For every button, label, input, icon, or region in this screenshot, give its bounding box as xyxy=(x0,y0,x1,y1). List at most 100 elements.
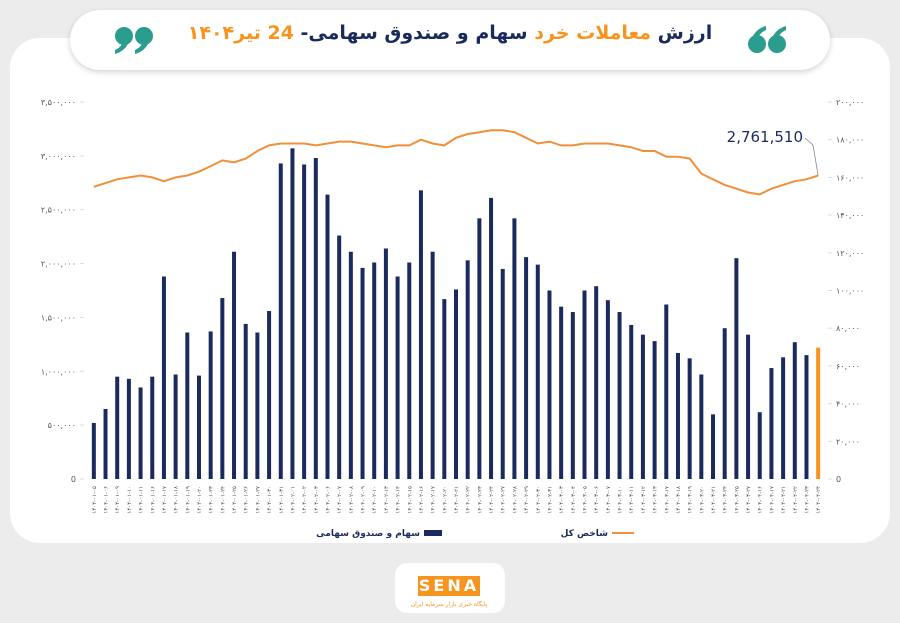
x-tick-label: ۱۴۰۴-۰۳-۲۰ xyxy=(699,486,705,514)
x-tick-label: ۱۴۰۴-۰۳-۲۱ xyxy=(711,486,717,514)
x-tick-label: ۱۴۰۴-۰۳-۱۰ xyxy=(618,486,624,514)
x-tick-label: ۱۴۰۴-۰۳-۰۵ xyxy=(583,486,589,514)
y-tick-label: ۵۰۰,۰۰۰ xyxy=(48,421,76,430)
bar xyxy=(360,267,365,479)
x-tick-label: ۱۴۰۴-۰۲-۰۲ xyxy=(302,486,308,514)
x-tick-label: ۱۴۰۴-۰۱-۱۹ xyxy=(185,486,191,514)
x-tick-label: ۱۴۰۴-۰۱-۰۵ xyxy=(92,486,98,514)
bar xyxy=(208,331,213,479)
bar xyxy=(383,248,388,479)
x-tick-label: ۱۴۰۴-۰۱-۱۷ xyxy=(162,486,168,514)
x-tick-label: ۱۴۰۴-۰۲-۱۰ xyxy=(372,486,378,514)
x-tick-label: ۱۴۰۴-۰۲-۰۹ xyxy=(361,486,367,514)
bar xyxy=(500,268,505,479)
bar xyxy=(734,258,739,479)
x-tick-label: ۱۴۰۴-۰۴-۲۲ xyxy=(793,486,799,514)
x-tick-label: ۱۴۰۴-۰۲-۱۶ xyxy=(419,486,425,514)
bar xyxy=(138,387,143,479)
y2-tick-label: ۶۰,۰۰۰ xyxy=(836,362,860,371)
legend-label: شاخص کل xyxy=(561,529,609,539)
x-tick-label: ۱۴۰۴-۰۲-۲۱ xyxy=(454,486,460,514)
x-tick-label: ۱۴۰۴-۰۲-۱۴ xyxy=(396,486,402,514)
x-tick-label: ۱۴۰۴-۰۱-۱۰ xyxy=(127,486,133,514)
card xyxy=(10,38,890,543)
x-tick-label: ۱۴۰۴-۰۲-۲۷ xyxy=(501,486,507,514)
bar xyxy=(570,312,575,479)
x-tick-label: ۱۴۰۴-۰۲-۰۶ xyxy=(325,486,331,514)
legend-label: سهام و صندوق سهامی xyxy=(316,529,420,539)
bar xyxy=(220,298,225,479)
bar xyxy=(395,276,400,479)
y2-tick-label: ۱۶۰,۰۰۰ xyxy=(836,173,864,182)
x-tick-label: ۱۴۰۴-۰۲-۰۳ xyxy=(314,486,320,514)
legend-swatch xyxy=(424,530,442,536)
logo-text: SENA xyxy=(419,576,479,595)
x-tick-label: ۱۴۰۴-۰۲-۰۷ xyxy=(337,486,343,514)
bar xyxy=(243,323,248,479)
x-tick-label: ۱۴۰۴-۰۳-۰۳ xyxy=(559,486,565,514)
x-tick-label: ۱۴۰۴-۰۳-۱۷ xyxy=(664,486,670,514)
x-tick-label: ۱۴۰۴-۰۳-۰۷ xyxy=(606,486,612,514)
bar xyxy=(687,358,692,479)
x-tick-label: ۱۴۰۴-۰۴-۱۶ xyxy=(758,486,764,514)
y-tick-label: ۱,۵۰۰,۰۰۰ xyxy=(41,313,76,322)
y2-tick-label: ۱۰۰,۰۰۰ xyxy=(836,287,864,296)
bar xyxy=(325,194,330,480)
x-tick-label: ۱۴۰۴-۰۱-۰۶ xyxy=(104,486,110,514)
x-tick-label: ۱۴۰۴-۰۳-۱۳ xyxy=(653,486,659,514)
bar xyxy=(477,218,482,479)
index-line xyxy=(93,129,819,196)
x-tick-label: ۱۴۰۴-۰۱-۱۸ xyxy=(174,486,180,514)
bar xyxy=(640,334,645,479)
y-tick-label: ۳,۵۰۰,۰۰۰ xyxy=(41,98,76,107)
annotation: 2,761,510 xyxy=(727,128,803,146)
bar xyxy=(605,300,610,479)
bar xyxy=(278,163,283,479)
bar xyxy=(664,304,669,479)
bar xyxy=(675,352,680,479)
x-tick-label: ۱۴۰۴-۰۳-۱۱ xyxy=(629,486,635,514)
bar xyxy=(267,310,272,479)
bar xyxy=(757,412,762,479)
x-tick-label: ۱۴۰۴-۰۴-۲۱ xyxy=(781,486,787,514)
bar xyxy=(126,378,131,479)
bar xyxy=(337,235,342,479)
x-tick-label: ۱۴۰۴-۰۲-۰۸ xyxy=(349,486,355,514)
x-tick-label: ۱۴۰۴-۰۳-۰۴ xyxy=(571,486,577,514)
x-tick-label: ۱۴۰۴-۰۳-۱۸ xyxy=(676,486,682,514)
bar xyxy=(348,251,353,479)
x-tick-label: ۱۴۰۴-۰۱-۳۱ xyxy=(279,486,285,514)
y-tick-label: ۲,۵۰۰,۰۰۰ xyxy=(41,206,76,215)
x-tick-label: ۱۴۰۴-۰۱-۰۹ xyxy=(115,486,121,514)
bar xyxy=(547,290,552,479)
bar xyxy=(185,332,190,479)
bar xyxy=(91,422,96,479)
x-tick-label: ۱۴۰۴-۰۲-۱۵ xyxy=(407,486,413,514)
x-tick-label: ۱۴۰۴-۰۱-۲۰ xyxy=(197,486,203,514)
x-tick-label: ۱۴۰۴-۰۱-۲۴ xyxy=(220,486,226,514)
bar xyxy=(559,306,564,479)
y2-tick-label: ۸۰,۰۰۰ xyxy=(836,324,860,333)
x-tick-label: ۱۴۰۴-۰۱-۱۶ xyxy=(150,486,156,514)
bar xyxy=(290,148,295,479)
x-tick-label: ۱۴۰۴-۰۲-۱۳ xyxy=(384,486,390,514)
y-tick-label: 0 xyxy=(71,475,76,484)
chart-title: ارزش معاملات خرد سهام و صندوق سهامی- 24 … xyxy=(160,22,740,44)
bar xyxy=(617,312,622,479)
x-tick-label: ۱۴۰۴-۰۲-۲۰ xyxy=(442,486,448,514)
bar xyxy=(804,355,809,479)
bar xyxy=(512,218,517,479)
bar xyxy=(407,262,412,479)
y2-tick-label: ۱۴۰,۰۰۰ xyxy=(836,211,864,220)
x-tick-label: ۱۴۰۴-۰۲-۱۷ xyxy=(431,486,437,514)
x-tick-label: ۱۴۰۴-۰۲-۳۱ xyxy=(547,486,553,514)
x-tick-label: ۱۴۰۴-۰۳-۱۲ xyxy=(641,486,647,514)
bar xyxy=(255,332,260,479)
bar xyxy=(489,197,494,479)
bar xyxy=(418,190,423,479)
bar xyxy=(582,290,587,479)
bar xyxy=(769,368,774,479)
bar xyxy=(792,342,797,479)
